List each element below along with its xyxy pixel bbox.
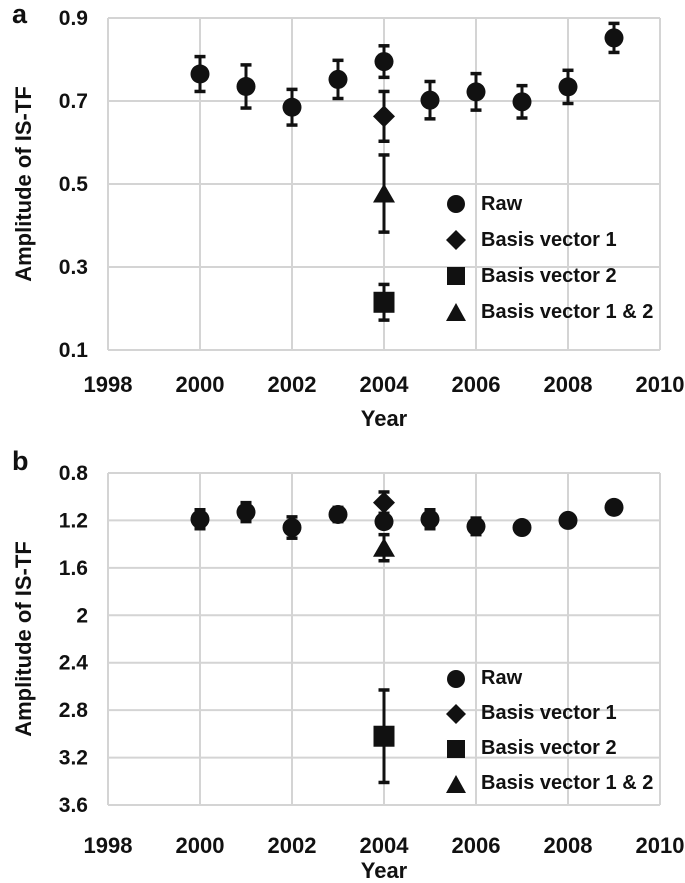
y-tick-label: 0.7: [59, 90, 88, 113]
data-point-circle: [466, 516, 486, 536]
x-tick-label: 2010: [636, 833, 685, 858]
y-tick-label: 1.2: [59, 509, 88, 532]
legend-label: Basis vector 2: [481, 737, 617, 759]
panel-a-x-axis-title: Year: [360, 406, 408, 431]
data-point-triangle: [373, 537, 395, 557]
square-marker-icon: [440, 265, 472, 287]
panel-a-plot-area: 1998 2000 2002 2004 2006 2008 2010 0.9 0.7 0.5 0.3…: [59, 7, 685, 397]
data-point-circle: [420, 90, 440, 110]
panel-b-y-axis-title: Amplitude of IS-TF: [11, 541, 36, 737]
data-point-circle: [236, 76, 256, 96]
legend-item-raw: Raw: [440, 186, 653, 222]
data-point-circle: [328, 69, 348, 89]
x-tick-label: 2008: [544, 372, 593, 397]
x-tick-label: 2006: [452, 372, 501, 397]
data-point-circle: [512, 92, 532, 112]
legend-item-basis-vector-1: Basis vector 1: [440, 696, 653, 731]
legend-item-basis-vector-2: Basis vector 2: [440, 731, 653, 766]
y-tick-label: 2.4: [59, 652, 89, 675]
y-tick-label: 1.6: [59, 557, 88, 580]
legend-label: Raw: [481, 667, 523, 689]
panel-a-y-axis-title: Amplitude of IS-TF: [11, 86, 36, 282]
panel-b-x-axis-title: Year: [360, 858, 408, 883]
y-tick-label: 0.9: [59, 7, 88, 30]
data-point-circle: [282, 518, 302, 538]
square-marker-icon: [440, 738, 472, 760]
y-tick-label: 0.3: [59, 256, 88, 279]
data-point-circle: [236, 502, 256, 522]
panel-b-legend: Raw Basis vector 1 Basis vector 2 Basis …: [440, 661, 653, 801]
panel-b: 1998 2000 2002 2004 2006 2008 2010 0.8 1.2 1.6 2 2.…: [0, 440, 685, 883]
triangle-marker-icon: [440, 301, 472, 323]
legend-label: Basis vector 2: [481, 264, 617, 287]
y-tick-label: 0.5: [59, 173, 89, 196]
x-tick-label: 2002: [268, 372, 317, 397]
y-tick-label: 2: [76, 604, 88, 627]
diamond-marker-icon: [440, 229, 472, 251]
data-point-circle: [374, 512, 394, 532]
x-tick-label: 1998: [84, 372, 133, 397]
legend-label: Basis vector 1: [481, 702, 617, 724]
triangle-marker-icon: [440, 773, 472, 795]
data-point-triangle: [373, 183, 395, 203]
panel-b-plot-area: 1998 2000 2002 2004 2006 2008 2010 0.8 1.2 1.6 2 2.…: [59, 462, 685, 858]
y-tick-label: 0.1: [59, 339, 89, 362]
x-tick-label: 2002: [268, 833, 317, 858]
data-point-square: [373, 291, 395, 313]
panel-a-legend: Raw Basis vector 1 Basis vector 2 Basis …: [440, 186, 653, 330]
y-tick-label: 3.2: [59, 747, 88, 770]
legend-label: Basis vector 1 & 2: [481, 300, 654, 323]
y-tick-label: 3.6: [59, 794, 88, 817]
data-point-circle: [190, 509, 210, 529]
data-point-circle: [558, 510, 578, 530]
data-point-circle: [190, 64, 210, 84]
data-point-circle: [328, 505, 348, 524]
data-point-circle: [558, 77, 578, 97]
data-point-circle: [604, 28, 624, 48]
diamond-marker-icon: [440, 703, 472, 725]
panel-b-label: b: [12, 446, 29, 476]
data-point-circle: [466, 82, 486, 102]
legend-label: Basis vector 1: [481, 228, 617, 251]
panel-a: 1998 2000 2002 2004 2006 2008 2010 0.9 0.7 0.5 0.3…: [0, 0, 685, 440]
data-point-diamond: [373, 105, 395, 128]
x-tick-label: 1998: [84, 833, 133, 858]
circle-marker-icon: [440, 668, 472, 690]
data-point-circle: [420, 509, 440, 529]
x-tick-label: 2006: [452, 833, 501, 858]
legend-item-raw: Raw: [440, 661, 653, 696]
y-tick-label: 0.8: [59, 462, 89, 485]
panel-a-label: a: [12, 0, 28, 29]
x-tick-label: 2010: [636, 372, 685, 397]
x-tick-label: 2008: [544, 833, 593, 858]
data-point-square: [373, 725, 395, 747]
data-point-circle: [604, 497, 624, 517]
legend-label: Raw: [481, 192, 523, 215]
data-point-circle: [282, 97, 302, 117]
legend-item-basis-vector-1: Basis vector 1: [440, 222, 653, 258]
x-tick-label: 2000: [176, 372, 225, 397]
data-point-circle: [512, 518, 532, 538]
data-point-circle: [374, 52, 394, 72]
x-tick-label: 2000: [176, 833, 225, 858]
legend-item-basis-vector-1-and-2: Basis vector 1 & 2: [440, 766, 653, 801]
legend-item-basis-vector-2: Basis vector 2: [440, 258, 653, 294]
x-tick-label: 2004: [360, 833, 410, 858]
circle-marker-icon: [440, 193, 472, 215]
legend-label: Basis vector 1 & 2: [481, 772, 654, 794]
legend-item-basis-vector-1-and-2: Basis vector 1 & 2: [440, 294, 653, 330]
data-point-diamond: [373, 491, 395, 514]
y-tick-label: 2.8: [59, 699, 89, 722]
x-tick-label: 2004: [360, 372, 410, 397]
